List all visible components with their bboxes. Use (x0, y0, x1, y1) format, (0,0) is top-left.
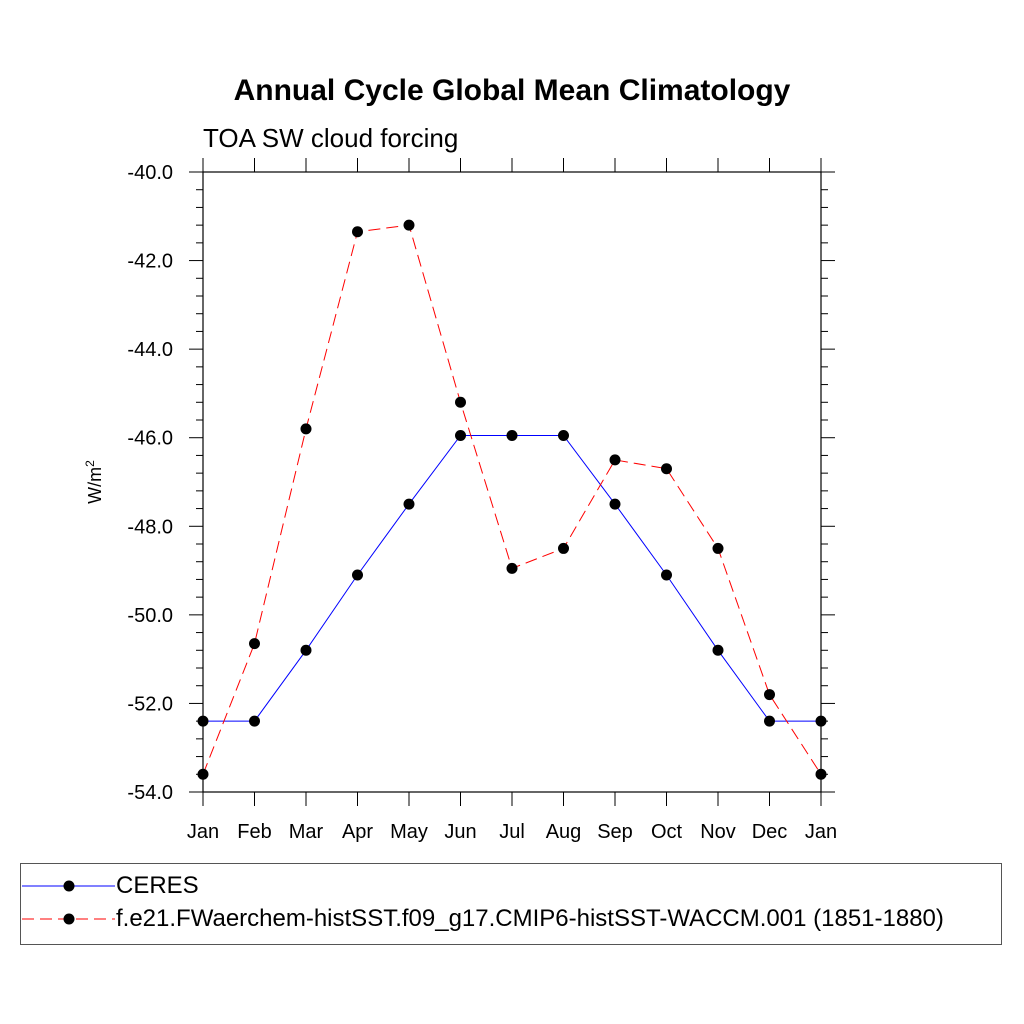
series-group (197, 219, 827, 780)
x-tick-label: Jan (805, 821, 837, 843)
x-tick-label: May (390, 821, 428, 843)
y-tick-label: -54.0 (127, 782, 173, 804)
series-1-point (300, 423, 312, 435)
x-tick-label: Jul (499, 821, 525, 843)
legend-label-ceres: CERES (116, 872, 199, 899)
y-tick-label: -48.0 (127, 516, 173, 538)
y-axis-label: W/m2 (83, 460, 105, 504)
series-1-point (609, 454, 621, 466)
x-tick-label: Oct (651, 821, 683, 843)
x-tick-label: Feb (237, 821, 271, 843)
axis-ticks (189, 158, 835, 806)
legend: CERES f.e21.FWaerchem-histSST.f09_g17.CM… (20, 863, 1002, 945)
x-tick-label: Apr (342, 821, 373, 843)
series-0-point (403, 498, 415, 510)
series-0-point (506, 430, 518, 441)
y-tick-label: -44.0 (127, 339, 173, 361)
series-0-point (609, 498, 621, 510)
series-1-point (815, 768, 827, 780)
series-0-point (249, 715, 260, 727)
series-0-point (300, 644, 312, 656)
x-tick-label: Aug (546, 821, 582, 843)
series-1-point (764, 689, 775, 701)
series-0-point (712, 644, 724, 656)
series-1-point (403, 219, 415, 231)
x-tick-label: Dec (752, 821, 788, 843)
x-tick-label: Nov (700, 821, 736, 843)
series-0-point (661, 569, 672, 581)
y-tick-labels: -40.0 -42.0 -44.0 -46.0 -48.0 -50.0 -52.0 -54.0 (127, 162, 173, 804)
legend-item-ceres: CERES (21, 871, 1001, 901)
legend-swatch-ceres (22, 880, 115, 892)
x-tick-labels: Jan Feb Mar Apr May Jun Jul Aug Sep Oct Nov Dec Jan (187, 821, 837, 843)
series-0-point (815, 715, 827, 727)
chart-subtitle: TOA SW cloud forcing (203, 123, 458, 153)
series-1-point (661, 463, 672, 475)
x-tick-label: Sep (597, 821, 633, 843)
x-tick-label: Jan (187, 821, 219, 843)
series-0-point (558, 430, 569, 441)
series-0-point (764, 715, 775, 727)
series-0-point (455, 430, 466, 441)
series-line-1 (202, 224, 822, 775)
series-1-point (249, 638, 260, 650)
chart: Annual Cycle Global Mean Climatology TOA… (83, 74, 837, 843)
series-1-point (352, 226, 363, 238)
y-tick-label: -52.0 (127, 693, 173, 715)
series-line-0 (203, 435, 821, 722)
series-0-point (352, 569, 363, 581)
chart-title: Annual Cycle Global Mean Climatology (234, 74, 791, 107)
y-tick-label: -42.0 (127, 251, 173, 273)
legend-swatch-model (22, 913, 115, 925)
legend-item-model: f.e21.FWaerchem-histSST.f09_g17.CMIP6-hi… (21, 904, 1001, 934)
series-1-point (197, 768, 209, 780)
series-1-point (558, 542, 569, 554)
x-tick-label: Mar (289, 821, 324, 843)
series-0-point (197, 715, 209, 727)
y-tick-label: -46.0 (127, 428, 173, 450)
plot-frame (202, 171, 822, 793)
legend-label-model: f.e21.FWaerchem-histSST.f09_g17.CMIP6-hi… (116, 905, 944, 932)
series-1-point (455, 396, 466, 408)
y-tick-label: -50.0 (127, 605, 173, 627)
series-1-point (506, 562, 518, 574)
x-tick-label: Jun (444, 821, 476, 843)
y-tick-label: -40.0 (127, 162, 173, 184)
series-1-point (712, 542, 724, 554)
